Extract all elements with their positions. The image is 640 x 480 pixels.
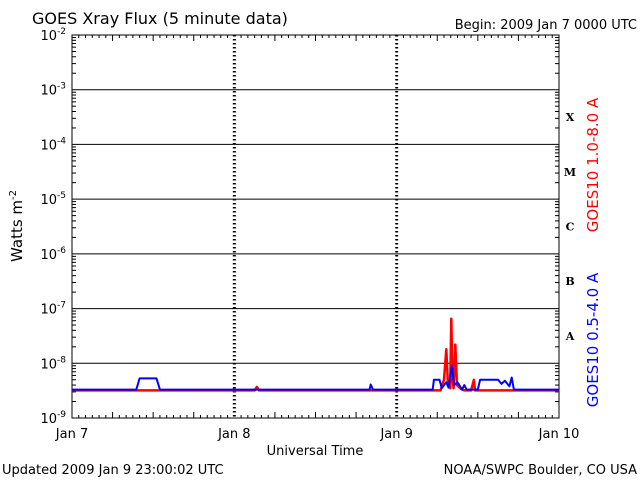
- y-tick-base: 10: [40, 138, 57, 153]
- x-tick-label: Jan 8: [217, 427, 250, 442]
- y-tick-label: 10-3: [40, 82, 66, 99]
- y-tick-base: 10: [40, 357, 57, 372]
- flare-class-c: C: [566, 221, 575, 234]
- x-tick-labels: Jan 7 Jan 8 Jan 9 Jan 10: [55, 427, 580, 442]
- y-tick-base: 10: [40, 193, 57, 208]
- legend-long-band: GOES10 1.0-8.0 A: [584, 97, 602, 232]
- y-tick-base: 10: [40, 303, 57, 318]
- axis-ticks: [72, 35, 559, 418]
- y-tick-exponent: -4: [57, 136, 66, 146]
- y-tick-labels: 10-910-810-710-610-510-410-310-2: [40, 27, 66, 427]
- x-tick-label: Jan 9: [379, 427, 412, 442]
- y-tick-exponent: -6: [57, 246, 66, 256]
- data-source-credit: NOAA/SWPC Boulder, CO USA: [444, 463, 637, 478]
- y-tick-base: 10: [40, 84, 57, 99]
- y-tick-exponent: -9: [57, 410, 66, 420]
- x-tick-label: Jan 10: [538, 427, 580, 442]
- y-tick-label: 10-7: [40, 301, 66, 318]
- flare-class-a: A: [565, 330, 575, 343]
- y-tick-exponent: -3: [57, 82, 66, 92]
- legend-short-band: GOES10 0.5-4.0 A: [584, 272, 602, 407]
- y-tick-label: 10-8: [40, 355, 66, 372]
- y-axis-label: Watts m-2: [8, 190, 26, 262]
- flare-class-x: X: [566, 111, 575, 124]
- y-tick-label: 10-4: [40, 136, 66, 153]
- y-tick-exponent: -5: [57, 191, 66, 201]
- flare-class-labels: A B C M X: [564, 111, 576, 343]
- y-tick-exponent: -2: [57, 27, 66, 37]
- y-tick-exponent: -7: [57, 301, 66, 311]
- y-tick-base: 10: [40, 248, 57, 263]
- y-tick-exponent: -8: [57, 355, 66, 365]
- series-line-short-band: [72, 364, 559, 391]
- y-tick-base: 10: [40, 412, 57, 427]
- x-axis-label: Universal Time: [267, 444, 364, 459]
- y-tick-base: 10: [40, 29, 57, 44]
- chart-title: GOES Xray Flux (5 minute data): [32, 9, 288, 28]
- y-axis-label-exponent: -2: [8, 190, 19, 200]
- series-lines: [72, 317, 559, 392]
- y-tick-label: 10-6: [40, 246, 66, 263]
- flare-class-b: B: [565, 275, 574, 288]
- decade-gridlines: [72, 35, 559, 418]
- plot-frame: [71, 34, 560, 419]
- y-tick-label: 10-9: [40, 410, 66, 427]
- flare-class-m: M: [564, 166, 576, 179]
- x-tick-label: Jan 7: [55, 427, 88, 442]
- y-axis-label-base: Watts m: [8, 200, 26, 262]
- updated-timestamp: Updated 2009 Jan 9 23:00:02 UTC: [2, 463, 224, 478]
- y-tick-label: 10-2: [40, 27, 66, 44]
- y-tick-label: 10-5: [40, 191, 66, 208]
- begin-time-label: Begin: 2009 Jan 7 0000 UTC: [455, 18, 637, 33]
